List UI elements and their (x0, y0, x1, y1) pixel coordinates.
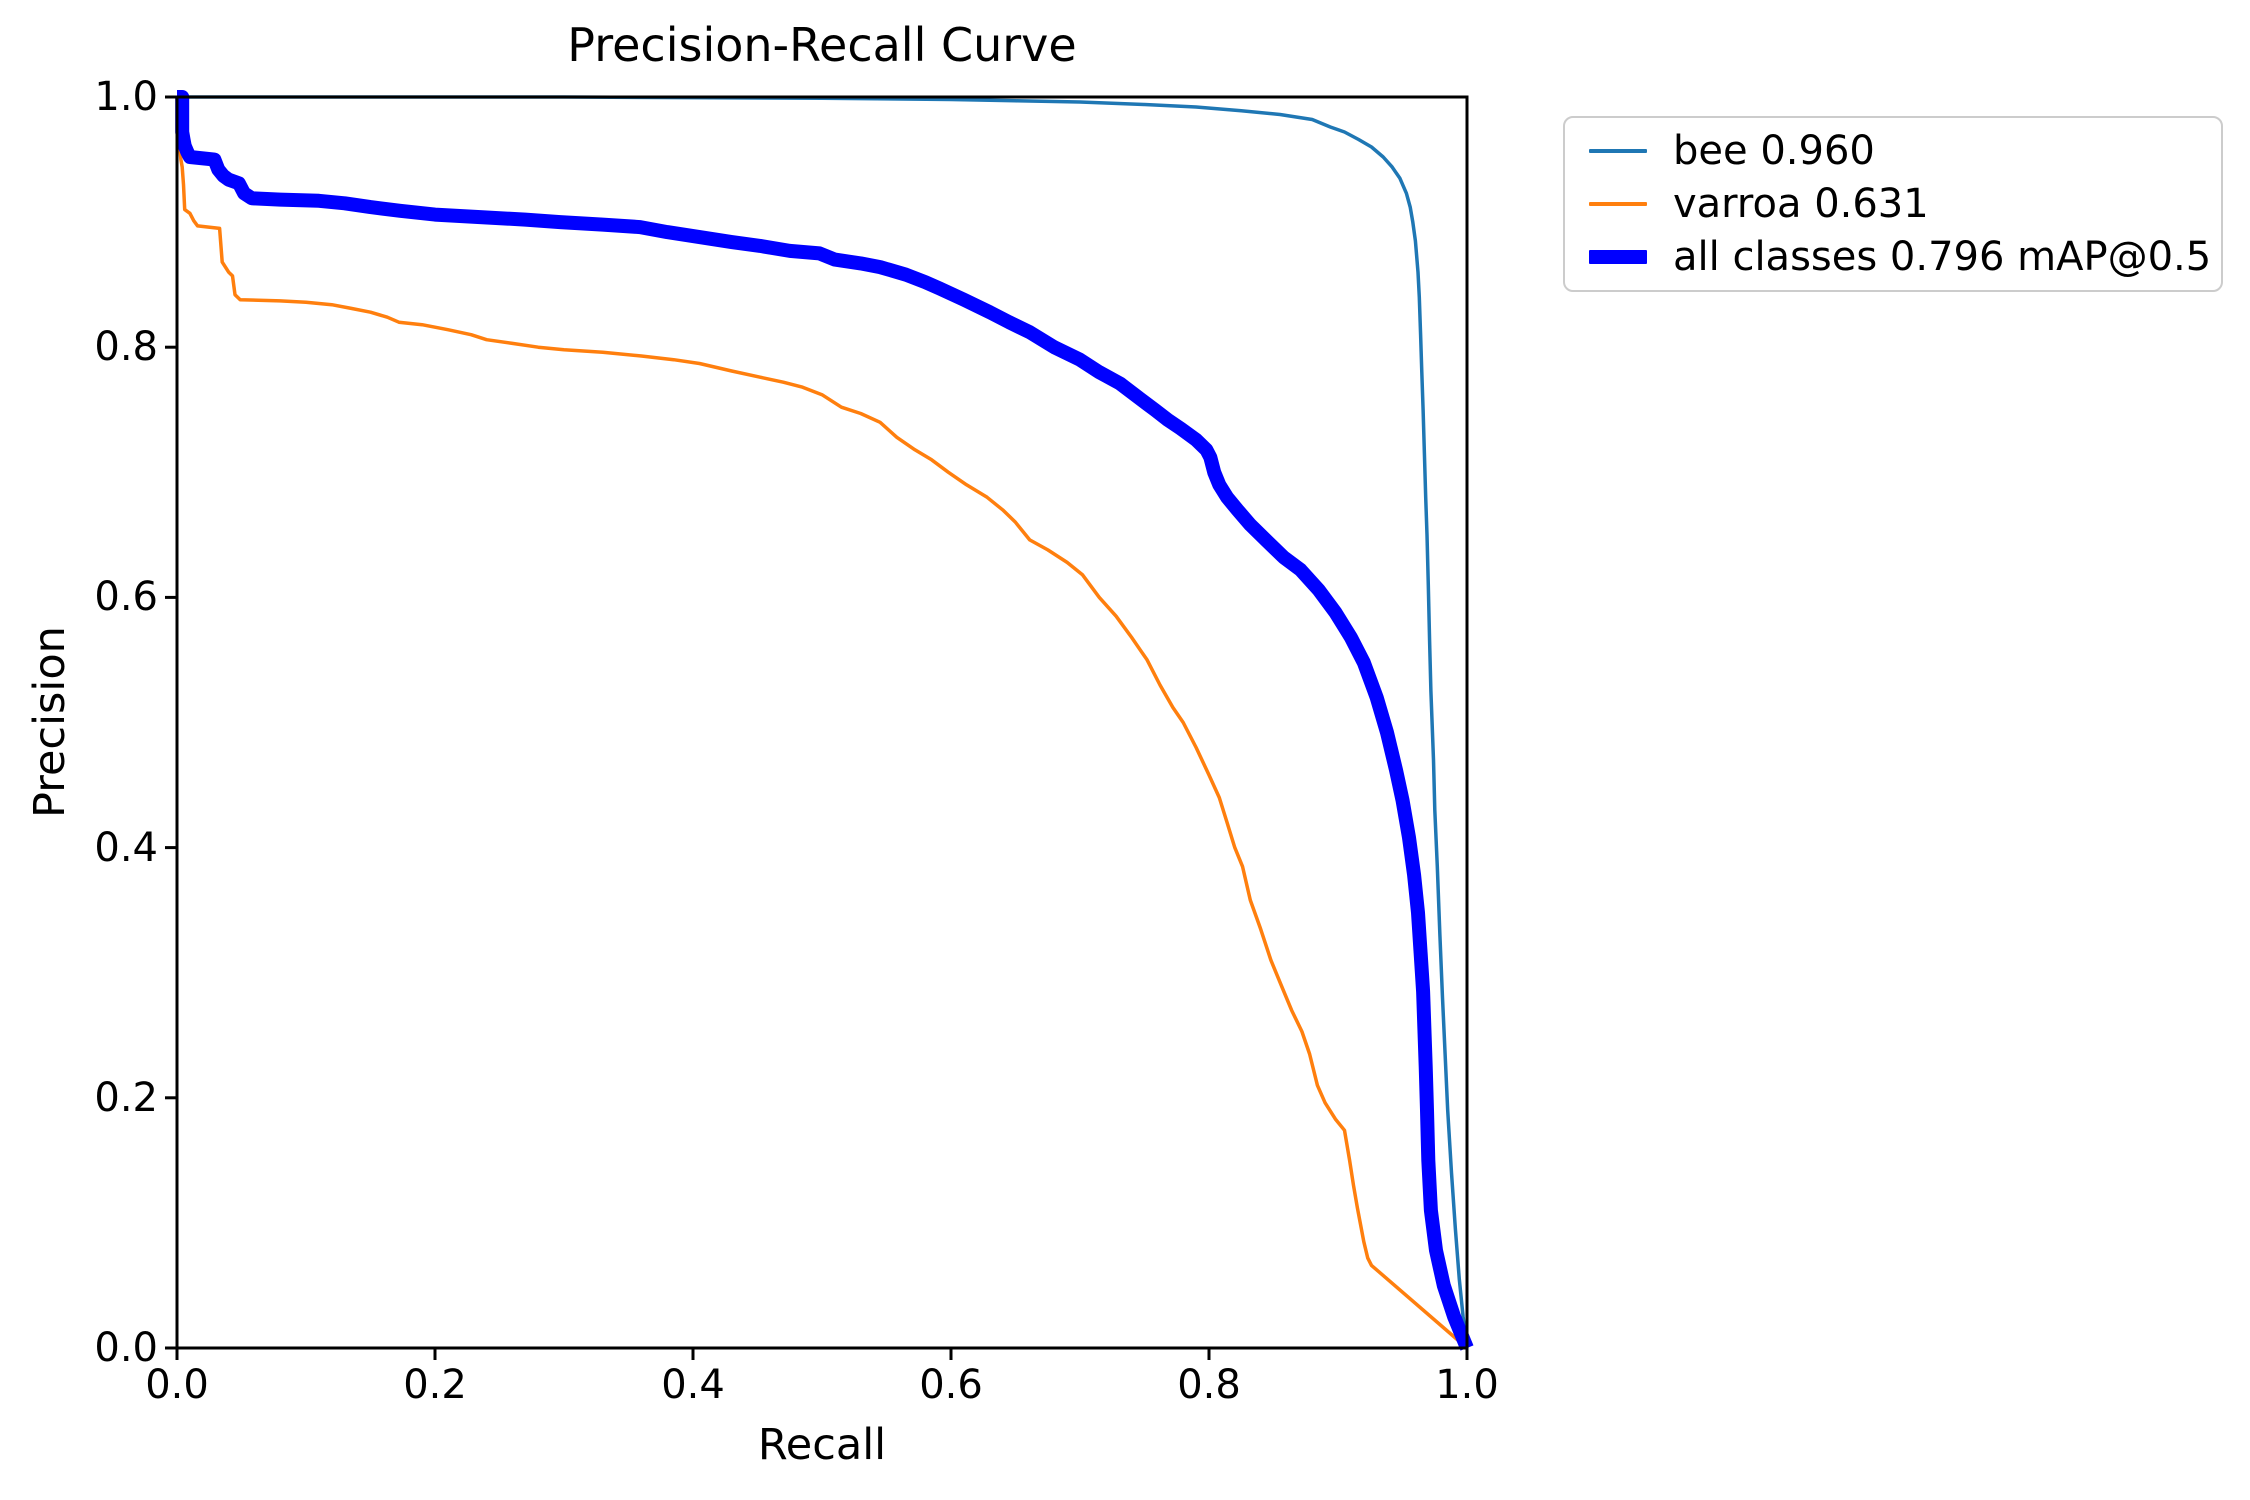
legend: bee 0.960 varroa 0.631 all classes 0.796… (1563, 116, 2223, 292)
chart-title: Precision-Recall Curve (567, 18, 1077, 72)
curve-bee (177, 95, 1469, 1349)
legend-item-all-classes: all classes 0.796 mAP@0.5 (1565, 234, 2221, 280)
legend-label-bee: bee 0.960 (1673, 127, 1875, 174)
y-tick-label: 0.8 (94, 324, 158, 371)
curve-all (175, 90, 1474, 1351)
all-classes-line-swatch (1589, 250, 1647, 265)
y-tick-label: 0.2 (94, 1074, 158, 1121)
legend-item-varroa: varroa 0.631 (1565, 181, 2221, 227)
varroa-line-swatch (1589, 201, 1647, 206)
bee-line-swatch (1589, 148, 1647, 153)
curve-varroa (175, 96, 1469, 1350)
x-tick-label: 0.2 (403, 1362, 467, 1408)
legend-label-varroa: varroa 0.631 (1673, 180, 1929, 227)
y-tick-label: 0.4 (94, 824, 158, 871)
y-axis-label: Precision (25, 626, 75, 818)
x-axis-label: Recall (757, 1420, 887, 1470)
axes-frame (175, 95, 1469, 1350)
plot-area (165, 90, 1474, 1360)
x-tick-label: 0.8 (1177, 1362, 1241, 1408)
y-tick-label: 1.0 (94, 74, 158, 120)
y-tick-label: 0.6 (94, 574, 158, 621)
y-tick-label: 0.0 (94, 1325, 158, 1371)
legend-label-all-classes: all classes 0.796 mAP@0.5 (1673, 234, 2212, 281)
x-tick-label: 1.0 (1435, 1362, 1499, 1408)
x-tick-label: 0.0 (145, 1362, 209, 1408)
x-tick-label: 0.6 (919, 1362, 983, 1408)
x-tick-label: 0.4 (661, 1362, 725, 1408)
legend-item-bee: bee 0.960 (1565, 128, 2221, 174)
